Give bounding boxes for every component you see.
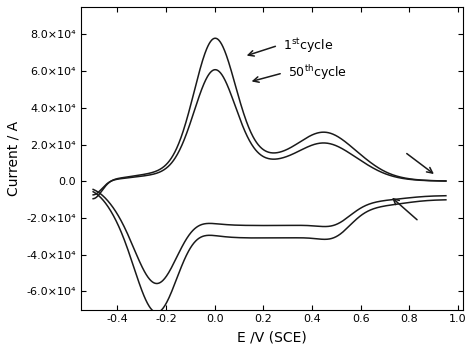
- Text: 50$^{\mathregular{th}}$cycle: 50$^{\mathregular{th}}$cycle: [288, 64, 347, 82]
- Y-axis label: Current / A: Current / A: [7, 121, 21, 196]
- Text: 1$^{\mathregular{st}}$cycle: 1$^{\mathregular{st}}$cycle: [283, 36, 333, 55]
- X-axis label: E /V (SCE): E /V (SCE): [237, 330, 307, 344]
